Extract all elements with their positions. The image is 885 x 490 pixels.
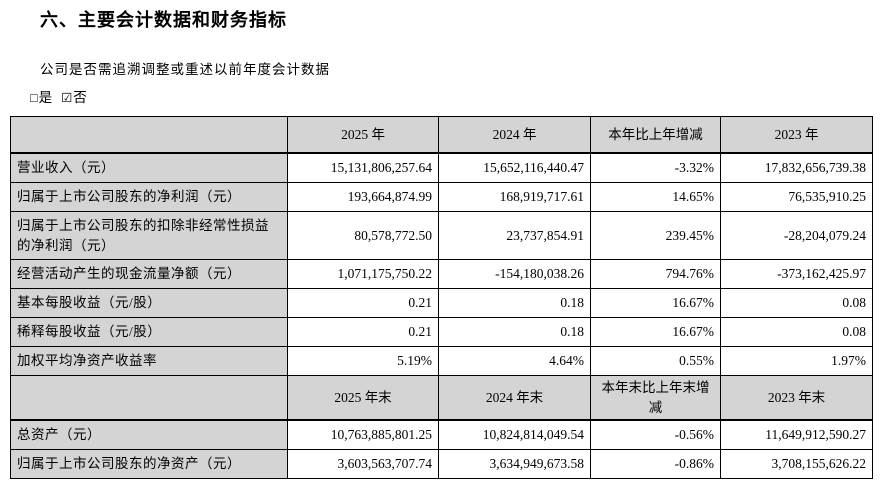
table-row-total-assets: 总资产（元） 10,763,885,801.25 10,824,814,049.…	[10, 419, 873, 451]
value-2025: 0.21	[287, 317, 439, 347]
section-title: 六、主要会计数据和财务指标	[40, 10, 287, 30]
header-2025-end: 2025 年末	[287, 375, 439, 422]
value-change: -0.86%	[590, 449, 721, 480]
table-header-period-end: 2025 年末 2024 年末 本年末比上年末增减 2023 年末	[10, 375, 873, 422]
header-2024: 2024 年	[438, 116, 591, 154]
value-2024: 10,824,814,049.54	[438, 419, 591, 451]
value-2023: 1.97%	[720, 346, 873, 376]
row-label: 归属于上市公司股东的扣除非经常性损益的净利润（元）	[10, 211, 288, 260]
value-2023: 0.08	[720, 288, 873, 318]
financial-indicators-table: 2025 年 2024 年 本年比上年增减 2023 年 营业收入（元） 15,…	[10, 116, 873, 480]
header-yoy-change: 本年比上年增减	[590, 116, 721, 154]
header-blank-cell	[10, 375, 288, 422]
value-change: 0.55%	[590, 346, 721, 376]
header-blank-cell	[10, 116, 288, 154]
value-2023: 3,708,155,626.22	[720, 449, 873, 480]
value-2023: 17,832,656,739.38	[720, 152, 873, 183]
value-2025: 0.21	[287, 288, 439, 318]
value-2025: 5.19%	[287, 346, 439, 376]
restatement-options: □是 ☑否	[30, 86, 88, 106]
table-row-operating-cash-flow: 经营活动产生的现金流量净额（元） 1,071,175,750.22 -154,1…	[10, 259, 873, 289]
value-2025: 15,131,806,257.64	[287, 152, 439, 183]
value-2024: 23,737,854.91	[438, 211, 591, 260]
checkbox-yes-unchecked-icon: □	[30, 91, 39, 105]
value-2025: 193,664,874.99	[287, 182, 439, 212]
value-2025: 3,603,563,707.74	[287, 449, 439, 480]
row-label: 基本每股收益（元/股）	[10, 288, 288, 318]
header-2025: 2025 年	[287, 116, 439, 154]
restatement-question: 公司是否需追溯调整或重述以前年度会计数据	[40, 62, 330, 77]
row-label: 营业收入（元）	[10, 152, 288, 183]
table-header-annual: 2025 年 2024 年 本年比上年增减 2023 年	[10, 116, 873, 154]
table-row-net-profit: 归属于上市公司股东的净利润（元） 193,664,874.99 168,919,…	[10, 182, 873, 212]
table-row-diluted-eps: 稀释每股收益（元/股） 0.21 0.18 16.67% 0.08	[10, 317, 873, 347]
value-change: -0.56%	[590, 419, 721, 451]
header-2024-end: 2024 年末	[438, 375, 591, 422]
value-change: 16.67%	[590, 288, 721, 318]
table-row-net-assets: 归属于上市公司股东的净资产（元） 3,603,563,707.74 3,634,…	[10, 449, 873, 480]
value-change: -3.32%	[590, 152, 721, 183]
checkbox-no-checked-icon: ☑	[61, 91, 74, 105]
value-2024: 4.64%	[438, 346, 591, 376]
value-change: 16.67%	[590, 317, 721, 347]
table-row-basic-eps: 基本每股收益（元/股） 0.21 0.18 16.67% 0.08	[10, 288, 873, 318]
value-change: 14.65%	[590, 182, 721, 212]
row-label: 经营活动产生的现金流量净额（元）	[10, 259, 288, 289]
value-2023: 11,649,912,590.27	[720, 419, 873, 451]
value-change: 794.76%	[590, 259, 721, 289]
header-end-change: 本年末比上年末增减	[590, 375, 721, 422]
table-row-revenue: 营业收入（元） 15,131,806,257.64 15,652,116,440…	[10, 152, 873, 183]
row-label: 归属于上市公司股东的净资产（元）	[10, 449, 288, 480]
value-2024: 3,634,949,673.58	[438, 449, 591, 480]
value-2023: -373,162,425.97	[720, 259, 873, 289]
header-2023-end: 2023 年末	[720, 375, 873, 422]
value-2023: 76,535,910.25	[720, 182, 873, 212]
row-label: 稀释每股收益（元/股）	[10, 317, 288, 347]
value-2024: 0.18	[438, 288, 591, 318]
value-2025: 1,071,175,750.22	[287, 259, 439, 289]
value-2025: 80,578,772.50	[287, 211, 439, 260]
option-yes-label: 是	[38, 90, 54, 105]
value-2025: 10,763,885,801.25	[287, 419, 439, 451]
table-row-net-profit-excl-nonrecurring: 归属于上市公司股东的扣除非经常性损益的净利润（元） 80,578,772.50 …	[10, 211, 873, 260]
value-2023: 0.08	[720, 317, 873, 347]
table-row-weighted-avg-roe: 加权平均净资产收益率 5.19% 4.64% 0.55% 1.97%	[10, 346, 873, 376]
header-2023: 2023 年	[720, 116, 873, 154]
row-label: 归属于上市公司股东的净利润（元）	[10, 182, 288, 212]
value-2023: -28,204,079.24	[720, 211, 873, 260]
value-change: 239.45%	[590, 211, 721, 260]
row-label: 加权平均净资产收益率	[10, 346, 288, 376]
value-2024: 15,652,116,440.47	[438, 152, 591, 183]
value-2024: 168,919,717.61	[438, 182, 591, 212]
option-no-label: 否	[73, 90, 88, 105]
row-label: 总资产（元）	[10, 419, 288, 451]
value-2024: 0.18	[438, 317, 591, 347]
value-2024: -154,180,038.26	[438, 259, 591, 289]
